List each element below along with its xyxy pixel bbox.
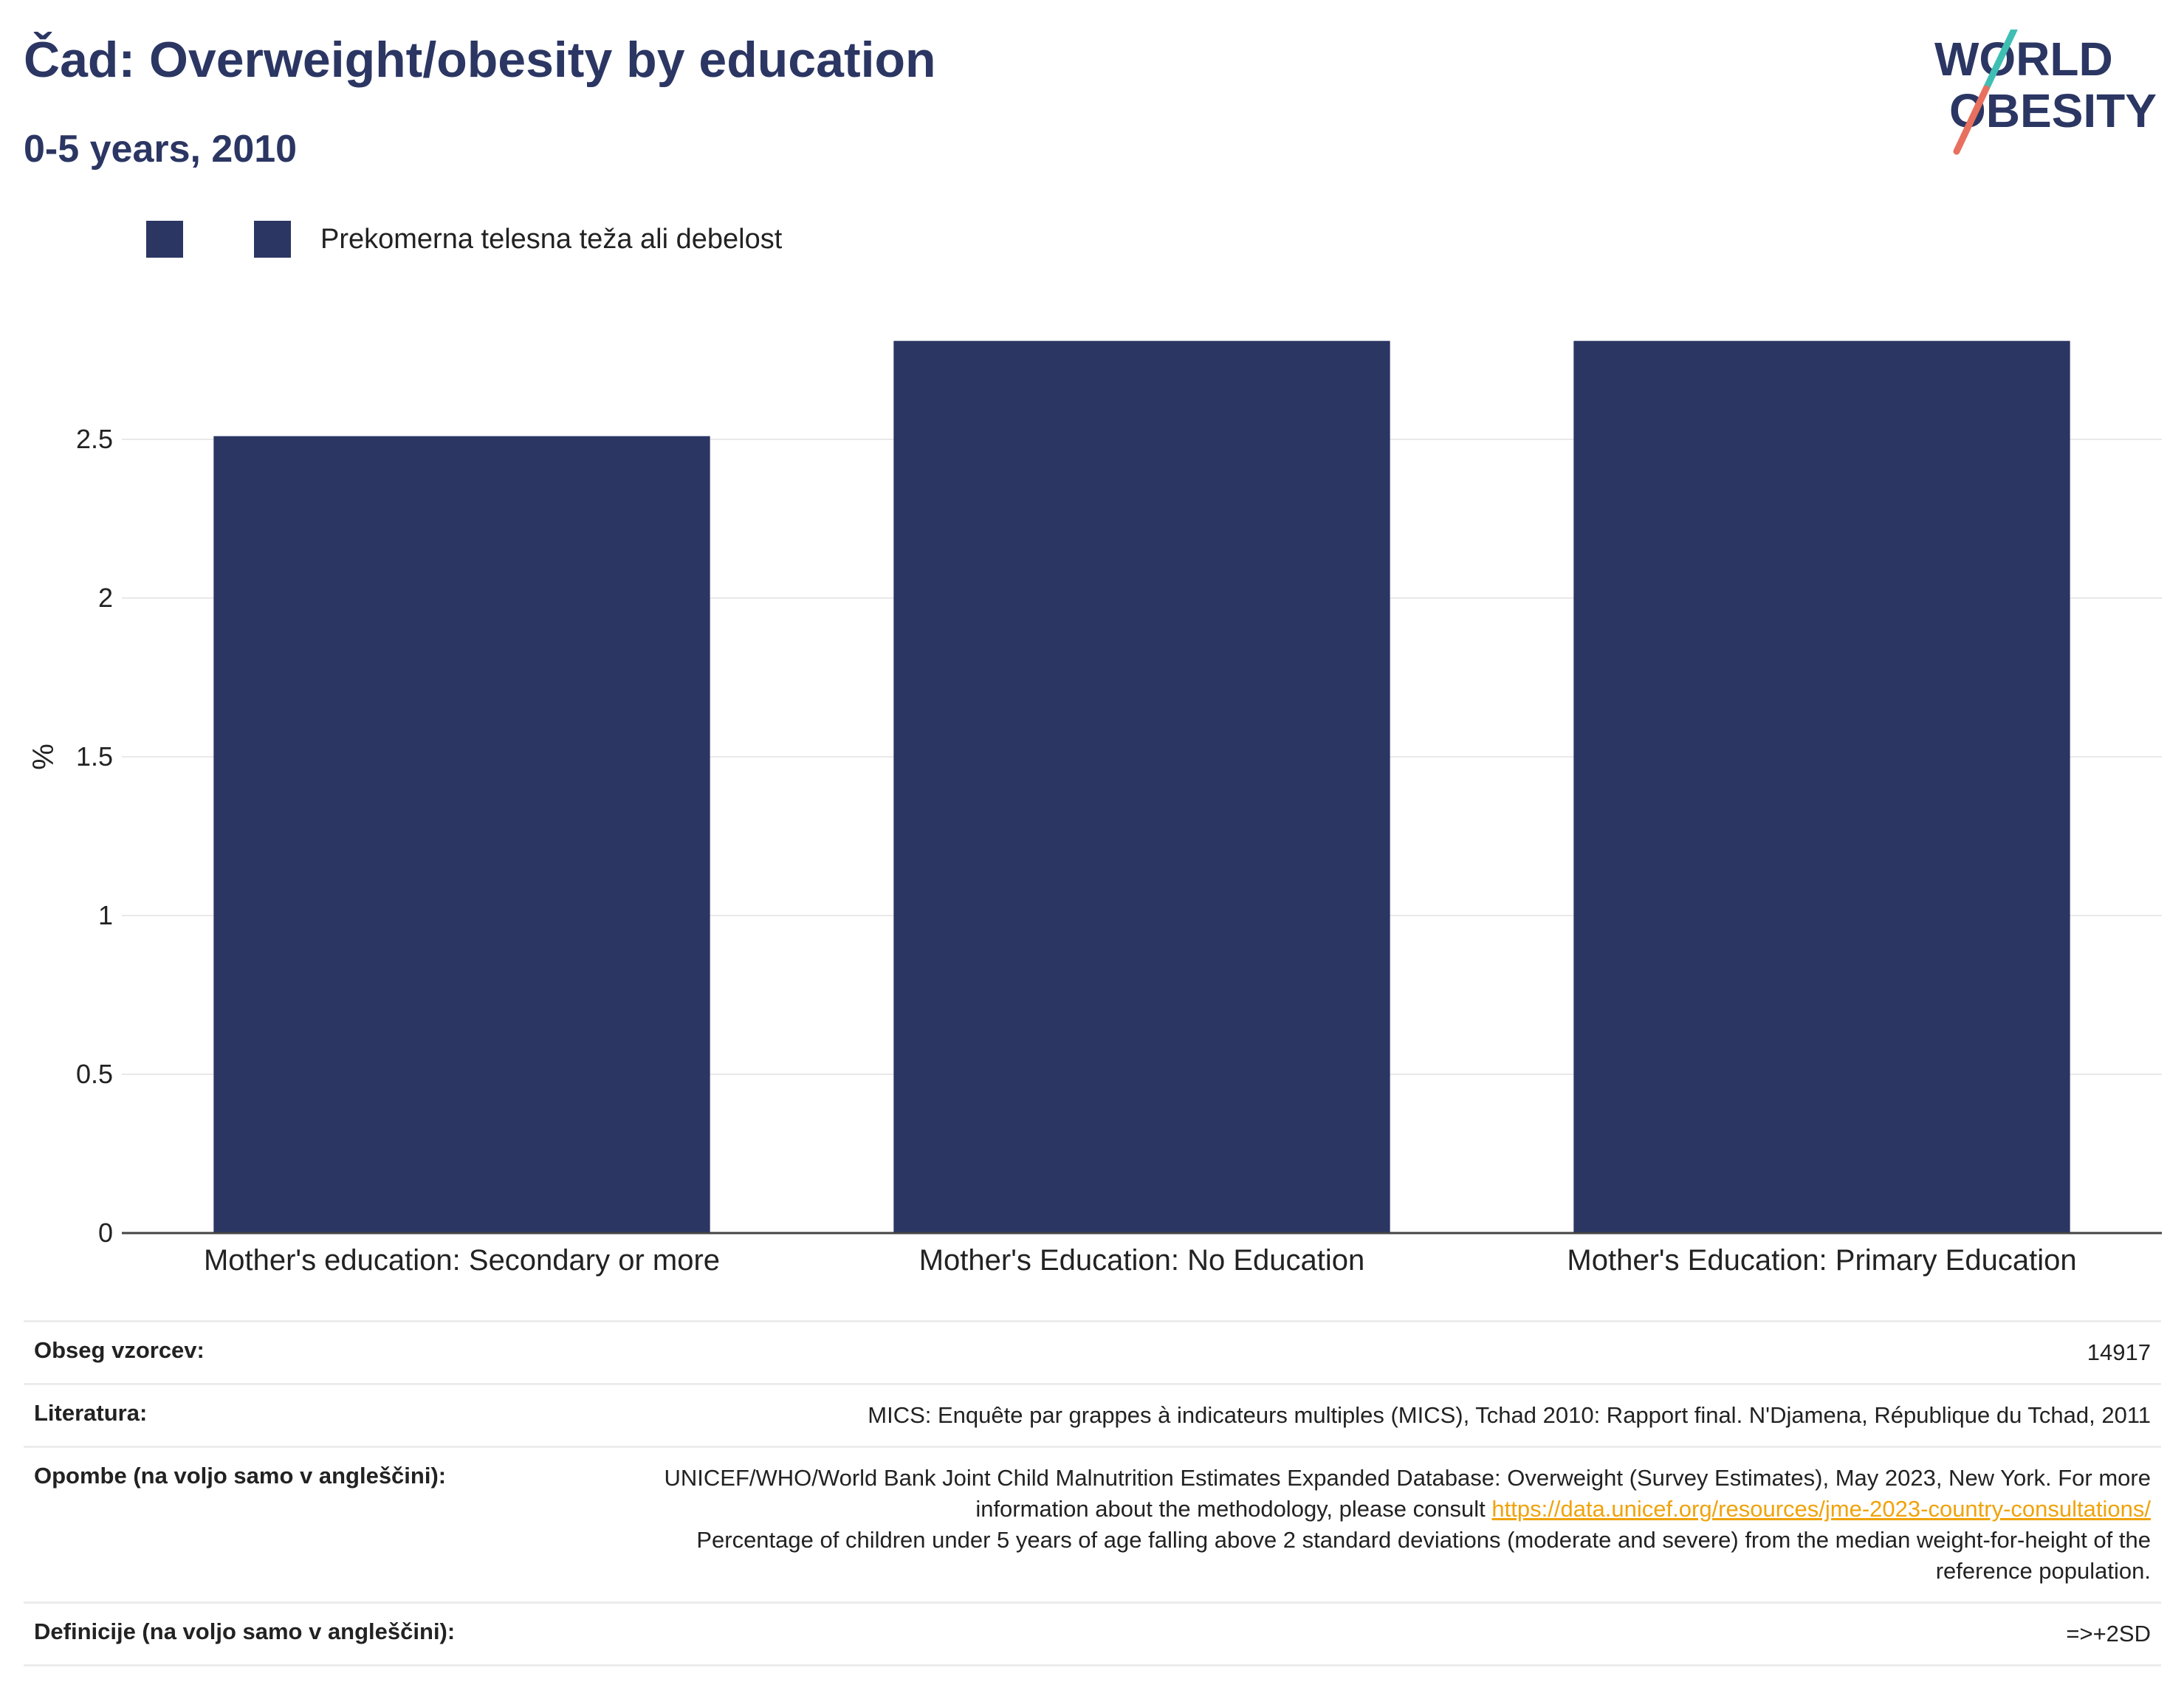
- y-tick-label: 0: [98, 1218, 113, 1248]
- legend-swatch-2[interactable]: [254, 221, 291, 258]
- y-axis-label: %: [27, 744, 60, 770]
- bar: [893, 340, 1390, 1234]
- bar-chart: 0 0.5 1 1.5 2 2.5% Mother's education: Seconda…: [27, 340, 2162, 1277]
- info-table: Obseg vzorcev: 14917 Literatura: MICS: E…: [24, 1320, 2161, 1666]
- x-category-label: Mother's education: Secondary or more: [204, 1244, 720, 1277]
- bar: [1573, 340, 2070, 1234]
- info-row-notes: Opombe (na voljo samo v angleščini): UNI…: [24, 1448, 2161, 1604]
- notes-text: UNICEF/WHO/World Bank Joint Child Malnut…: [664, 1465, 2151, 1522]
- x-category-label: Mother's Education: No Education: [919, 1244, 1365, 1277]
- world-obesity-logo: WORLD OBESITY: [1934, 30, 2157, 155]
- logo-line1: WORLD: [1934, 32, 2113, 86]
- legend-label-2[interactable]: Prekomerna telesna teža ali debelost: [320, 223, 783, 255]
- y-tick-label: 1: [98, 900, 113, 930]
- y-tick-label: 2.5: [76, 424, 113, 454]
- info-row-definitions: Definicije (na voljo samo v angleščini):…: [24, 1604, 2161, 1666]
- definitions-label: Definicije (na voljo samo v angleščini):: [34, 1618, 456, 1644]
- chart-title: Čad: Overweight/obesity by education: [24, 32, 936, 88]
- literature-value: MICS: Enquête par grappes à indicateurs …: [868, 1402, 2151, 1428]
- legend: Prekomerna telesna teža ali debelost: [146, 219, 782, 260]
- y-tick-label: 1.5: [76, 741, 113, 772]
- x-category-label: Mother's Education: Primary Education: [1567, 1244, 2076, 1277]
- literature-label: Literatura:: [34, 1400, 148, 1426]
- notes-link[interactable]: https://data.unicef.org/resources/jme-20…: [1491, 1496, 2151, 1522]
- y-tick-label: 0.5: [76, 1059, 113, 1089]
- logo-slash-teal: [1982, 30, 2018, 92]
- sample-size-value: 14917: [2087, 1339, 2151, 1365]
- logo-line2: OBESITY: [1949, 84, 2157, 137]
- info-row-sample-size: Obseg vzorcev: 14917: [24, 1320, 2161, 1385]
- bar: [213, 436, 710, 1234]
- notes-value: UNICEF/WHO/World Bank Joint Child Malnut…: [600, 1463, 2151, 1587]
- notes-label: Opombe (na voljo samo v angleščini):: [34, 1463, 447, 1489]
- chart-subtitle: 0-5 years, 2010: [24, 128, 298, 171]
- legend-swatch-1[interactable]: [146, 221, 183, 258]
- sample-size-label: Obseg vzorcev:: [34, 1337, 205, 1363]
- info-row-literature: Literatura: MICS: Enquête par grappes à …: [24, 1385, 2161, 1448]
- definitions-value: =>+2SD: [2066, 1621, 2151, 1647]
- notes-text2: Percentage of children under 5 years of …: [696, 1527, 2151, 1584]
- logo-slash-red: [1953, 85, 1990, 155]
- y-tick-label: 2: [98, 583, 113, 613]
